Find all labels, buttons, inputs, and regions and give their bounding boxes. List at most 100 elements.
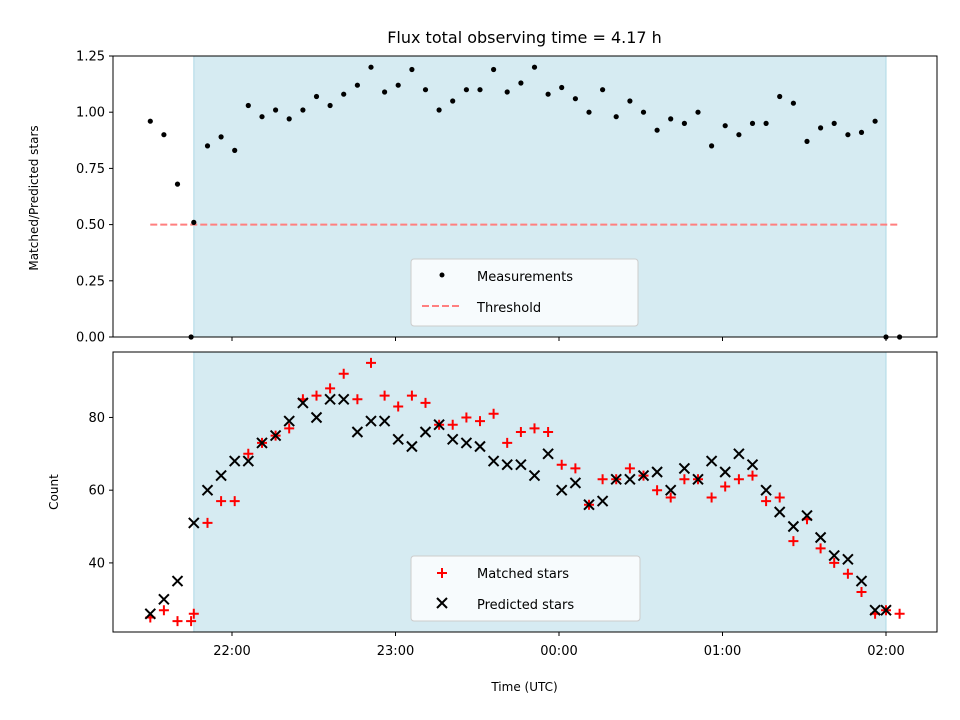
measurement-point (749, 120, 756, 126)
predicted-star-point (460, 437, 473, 449)
matched-star-point (894, 608, 905, 619)
predicted-star-point (555, 484, 568, 496)
measurement-point (790, 100, 797, 106)
measurement-point (341, 91, 347, 97)
predicted-star-point (242, 455, 255, 467)
measurement-point (191, 219, 197, 225)
measurement-point (245, 102, 251, 109)
measurement-point (804, 138, 810, 144)
legend-measurements: Measurements (477, 270, 573, 285)
predicted-star-point (283, 415, 295, 427)
measurement-point (147, 118, 153, 124)
matched-star-point (393, 401, 404, 412)
predicted-star-point (487, 455, 500, 467)
measurement-point (654, 127, 660, 133)
measurement-point (422, 87, 429, 93)
predicted-star-point (188, 517, 200, 529)
x-tick-label: 22:00 (213, 644, 250, 659)
legend-threshold: Threshold (476, 301, 541, 316)
predicted-star-point (610, 473, 622, 486)
measurement-point (518, 80, 524, 86)
predicted-star-point (651, 466, 663, 478)
x-tick-label: 01:00 (704, 644, 741, 659)
predicted-star-point (787, 520, 800, 533)
measurement-point (709, 143, 715, 149)
top-legend: Measurements Threshold (410, 258, 639, 327)
predicted-star-point (158, 593, 170, 606)
legend-matched-stars: Matched stars (477, 567, 569, 582)
matched-star-point (747, 470, 758, 481)
measurement-point (831, 120, 837, 126)
predicted-star-point (678, 462, 691, 475)
bottom-y-tick-label: 40 (88, 556, 105, 571)
predicted-star-point (746, 458, 759, 471)
predicted-star-point (624, 473, 636, 486)
predicted-star-point (433, 418, 445, 431)
predicted-star-point (760, 484, 772, 496)
matched-star-point (543, 427, 554, 437)
matched-star-point (172, 616, 183, 627)
measurement-point (368, 64, 374, 70)
measurement-point (273, 107, 279, 113)
predicted-star-point (324, 393, 336, 406)
count-plot: Count Time (UTC) Matched stars Predicted… (47, 351, 938, 694)
predicted-star-point (542, 448, 554, 460)
predicted-star-point (144, 608, 157, 620)
measurement-point (640, 109, 647, 115)
matched-star-point (706, 492, 717, 503)
matched-star-point (229, 496, 240, 507)
measurement-point (313, 93, 320, 100)
predicted-star-point (337, 393, 350, 406)
predicted-star-point (569, 477, 582, 489)
measurement-point (354, 82, 360, 88)
bottom-axes-frame (112, 351, 938, 633)
predicted-star-point (692, 473, 704, 486)
measurement-point (327, 102, 333, 109)
measurement-point (559, 84, 565, 91)
measurement-point (613, 114, 619, 120)
measurement-point (600, 87, 606, 93)
predicted-star-point (528, 469, 541, 482)
predicted-star-point (256, 437, 268, 449)
measurement-point (204, 143, 211, 149)
matched-star-point (829, 557, 840, 568)
predicted-star-point (814, 531, 827, 544)
matched-star-point (216, 496, 227, 507)
measurement-point (627, 98, 633, 104)
measurement-point (395, 82, 401, 88)
predicted-star-point (705, 455, 718, 467)
matched-star-point (202, 517, 213, 528)
measurement-point (450, 98, 456, 104)
matched-star-point (624, 463, 635, 474)
predicted-star-point (664, 484, 677, 496)
matched-star-point (325, 383, 336, 394)
matched-star-point (379, 390, 390, 401)
measurement-point (174, 181, 181, 187)
measurement-point (477, 87, 483, 93)
matched-star-point (652, 485, 663, 496)
measurement-point (409, 66, 415, 73)
measurement-point (736, 132, 742, 138)
measurement-point (545, 91, 551, 97)
matched-star-point (366, 357, 376, 368)
measurement-point (572, 96, 579, 102)
measurement-point (259, 114, 265, 120)
predicted-star-point (501, 458, 513, 471)
measurement-point (161, 132, 167, 138)
measurement-point (858, 129, 865, 135)
matched-star-point (461, 412, 472, 423)
matched-star-point (406, 390, 417, 401)
measurement-point (504, 89, 510, 95)
predicted-star-point (842, 553, 854, 566)
bottom-y-axis-label: Count (47, 474, 61, 510)
top-y-tick-label: 1.25 (76, 50, 105, 65)
predicted-star-point (419, 426, 432, 438)
predicted-star-point (215, 469, 227, 482)
matched-star-point (420, 397, 431, 408)
top-y-axis-label: Matched/Predicted stars (27, 125, 41, 270)
matched-star-point (488, 408, 499, 419)
top-axes-frame (112, 55, 938, 338)
predicted-star-point (855, 575, 868, 587)
predicted-star-point (365, 415, 377, 427)
measurement-point (531, 64, 538, 70)
